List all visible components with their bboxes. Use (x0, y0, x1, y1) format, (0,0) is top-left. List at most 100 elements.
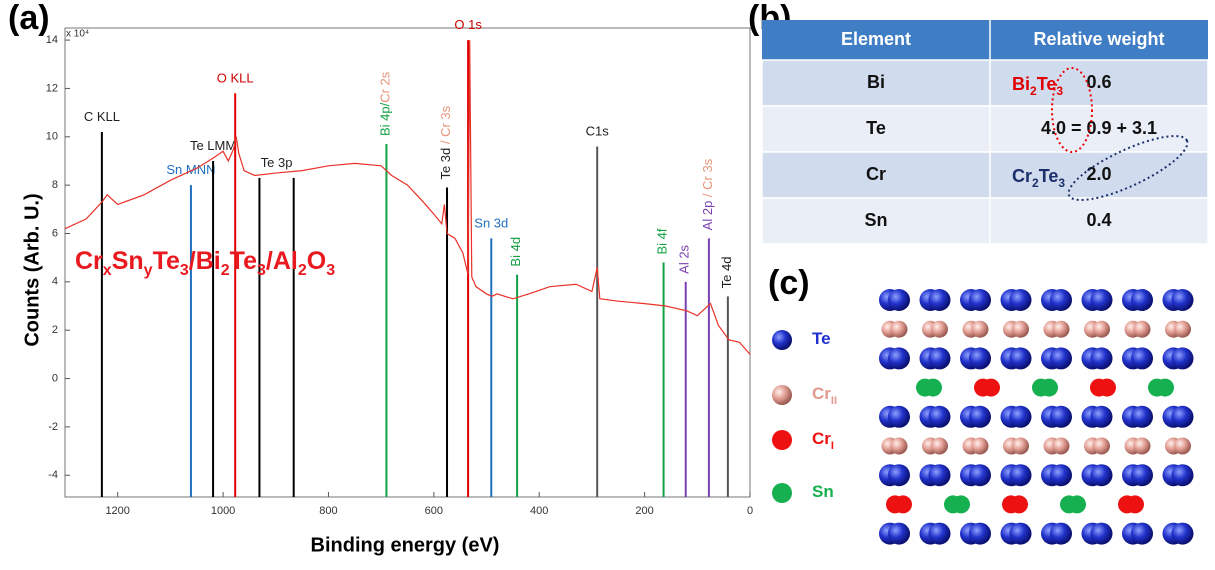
atom (1090, 522, 1113, 545)
atom (1171, 522, 1194, 545)
atom (1050, 405, 1072, 428)
peak-label-part: O 1s (454, 18, 482, 33)
x-tick-label: 1200 (105, 505, 129, 517)
x-tick-label: 600 (425, 505, 443, 517)
table-cell: Te (866, 118, 886, 138)
table-cell: 4.0 = 0.9 + 3.1 (1041, 118, 1157, 138)
peak-label-part: Te LMM (190, 138, 236, 153)
y-tick-label: 10 (46, 131, 58, 143)
atom (928, 464, 951, 487)
text-part: Cr (812, 384, 831, 403)
atom (969, 464, 991, 487)
text-part: 3 (326, 262, 335, 279)
atom (888, 289, 910, 311)
x-axis-label: Binding energy (eV) (311, 534, 500, 556)
atom (1009, 405, 1032, 428)
atom (1040, 378, 1058, 397)
atom (1093, 320, 1110, 338)
table: Element Relative weight Bi 0.6 Te 4.0 = 0.9 +… (761, 20, 1209, 245)
atom (890, 437, 908, 455)
plot-frame (64, 27, 751, 498)
peak-label: Al 2p / Cr 3s (700, 158, 715, 230)
peak-label: Sn 3d (474, 216, 508, 231)
text-part: 2 (221, 262, 230, 279)
atom (1090, 464, 1113, 487)
legend-label: Te (812, 329, 831, 348)
text-part: /Al (266, 247, 298, 275)
text-part: 2 (1030, 84, 1037, 98)
legend-marker (772, 385, 792, 405)
atom (1131, 522, 1153, 545)
atom (888, 347, 910, 370)
peak-label-part: Cr 2s (378, 71, 393, 103)
peak-label-part: Te 3d (438, 148, 453, 180)
y-tick-label: 6 (52, 227, 58, 239)
atom (1012, 437, 1029, 455)
atom (1010, 495, 1028, 514)
text-part: Te (1039, 166, 1059, 186)
peak-label-part: Te 3p (261, 155, 293, 170)
atom (1131, 464, 1153, 487)
atom (952, 495, 970, 514)
y-tick-label: -4 (48, 469, 58, 481)
atom (1009, 289, 1032, 311)
atom (1050, 289, 1072, 311)
panel-label: (c) (768, 264, 810, 302)
table-cell: 0.6 (1086, 72, 1111, 92)
peak-label-part: Sn 3d (474, 216, 508, 231)
table-row-bg (761, 197, 1209, 245)
atom (890, 320, 908, 338)
atom (1174, 437, 1191, 455)
sample-formula: CrxSnyTe3/Bi2Te3/Al2O3 (75, 247, 335, 279)
peak-label-part: / Cr 3s (438, 105, 453, 147)
legend-label: CrII (812, 384, 837, 406)
y-axis-label: Counts (Arb. U.) (21, 193, 43, 346)
y-tick-label: 14 (46, 34, 58, 46)
text-part: Sn (112, 247, 144, 275)
atom (888, 405, 910, 428)
peak-label: O 1s (454, 18, 482, 33)
peak-label: Bi 4f (655, 228, 670, 254)
peak-label: Te LMM (190, 138, 236, 153)
text-part: y (144, 262, 153, 279)
atom (969, 347, 991, 370)
peak-label: Sn MNN (166, 163, 215, 178)
highlight-ellipse (1051, 67, 1093, 153)
atom (888, 522, 910, 545)
atom (1009, 522, 1032, 545)
table-cell: Bi (867, 72, 885, 92)
atom (1090, 405, 1113, 428)
y-tick-label: 12 (46, 82, 58, 94)
peak-label-part: C KLL (84, 109, 120, 124)
atom (894, 495, 912, 514)
atom (928, 522, 951, 545)
text-part: II (831, 395, 837, 407)
peak-label-part: / Cr 3s (700, 158, 715, 200)
atom (924, 378, 942, 397)
x-tick-label: 200 (635, 505, 653, 517)
table-note: Cr2Te3 (1012, 166, 1065, 190)
atom (931, 437, 948, 455)
text-part: Te (812, 329, 831, 348)
atom (928, 347, 951, 370)
peak-label-part: C1s (586, 124, 610, 139)
peak-label: O KLL (217, 71, 254, 86)
atom (1131, 405, 1153, 428)
panel-label: (a) (8, 0, 50, 37)
text-part: /Bi (189, 247, 221, 275)
atom (1009, 464, 1032, 487)
highlight-ellipse (1067, 135, 1189, 201)
peak-label-part: Al 2p (700, 201, 715, 231)
y-tick-label: 4 (52, 276, 58, 288)
text-part: Te (1037, 74, 1057, 94)
atom (888, 464, 910, 487)
text-part: 3 (257, 262, 266, 279)
legend-marker (772, 430, 792, 450)
text-part: Te (153, 247, 180, 275)
y-multiplier: x 10⁴ (66, 29, 89, 40)
table-row-bg (761, 151, 1209, 199)
text-part: 3 (1056, 84, 1063, 98)
atom (982, 378, 1000, 397)
table-cell: Cr (866, 164, 886, 184)
legend-label: CrI (812, 429, 834, 451)
